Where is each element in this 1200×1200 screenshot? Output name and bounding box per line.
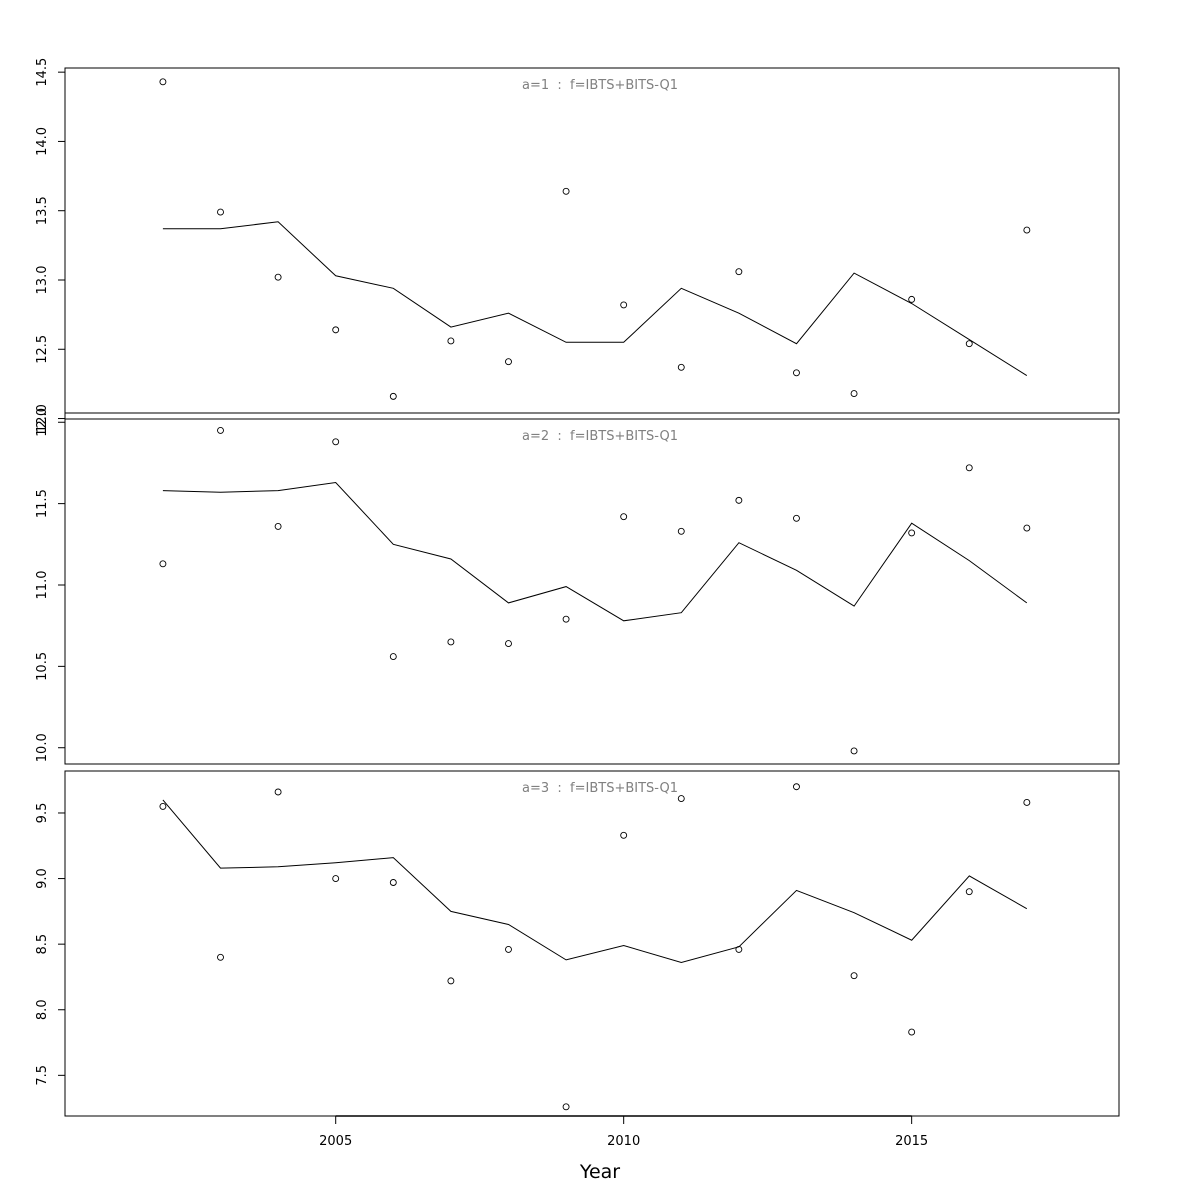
panel-3: 7.5 8.0 8.5 9.0 9.5 a=3 : f=IBTS+BITS-Q1	[35, 770, 1120, 1117]
panel-2: 10.0 10.5 11.0 11.5 12.0 a=2 : f=IBTS+BITS-Q1	[35, 408, 1120, 765]
observed-point	[965, 888, 973, 896]
observed-point	[1023, 226, 1031, 234]
y-tick-label: 12.0	[35, 408, 50, 437]
observed-point	[1023, 799, 1031, 806]
y-tick-label: 8.5	[35, 934, 50, 955]
observed-point	[908, 1028, 916, 1036]
panel-frame	[64, 67, 1120, 414]
y-tick-label: 13.5	[35, 196, 50, 225]
observed-point	[389, 653, 397, 661]
x-tick-label: 2015	[895, 1134, 928, 1149]
observed-point	[217, 208, 224, 216]
x-tick-label: 2005	[319, 1134, 352, 1149]
observed-point	[850, 747, 858, 755]
observed-point	[735, 268, 743, 276]
fitted-line	[162, 799, 1028, 964]
panel-title: a=3 : f=IBTS+BITS-Q1	[522, 781, 678, 796]
y-axis: 10.0 10.5 11.0 11.5 12.0	[35, 408, 66, 762]
x-tick-label: 2010	[607, 1134, 640, 1149]
observed-point	[217, 953, 224, 961]
observed-point	[677, 363, 685, 371]
observed-point	[332, 438, 340, 446]
y-tick-label: 12.5	[35, 335, 50, 364]
observed-point	[159, 560, 167, 568]
observed-point	[735, 496, 743, 504]
observed-point	[793, 783, 800, 791]
observed-point	[735, 945, 743, 953]
panel-title: a=1 : f=IBTS+BITS-Q1	[522, 78, 678, 93]
observed-point	[908, 295, 916, 303]
observed-point	[159, 802, 167, 810]
y-axis: 7.5 8.0 8.5 9.0 9.5	[35, 803, 66, 1086]
observed-point	[793, 514, 800, 522]
observed-point	[965, 464, 973, 472]
observed-point	[332, 875, 340, 883]
observed-point	[505, 358, 512, 366]
y-tick-label: 11.5	[35, 489, 50, 518]
y-tick-label: 14.0	[35, 127, 50, 156]
observed-point	[217, 426, 224, 434]
fitted-line	[162, 221, 1028, 377]
panel-frame	[64, 770, 1120, 1117]
observed-point	[447, 977, 455, 985]
panel-frame	[64, 418, 1120, 765]
observed-point	[274, 522, 282, 530]
observed-point	[505, 945, 512, 953]
observed-point	[447, 337, 455, 345]
y-axis: 12.0 12.5 13.0 13.5 14.0 14.5	[35, 58, 66, 433]
observed-point	[389, 879, 397, 886]
observed-point	[620, 831, 628, 839]
observed-point	[965, 340, 973, 348]
x-axis: 2005 2010 2015	[319, 1115, 928, 1149]
observed-point	[274, 788, 282, 796]
observed-point	[850, 972, 858, 980]
observed-point	[677, 527, 685, 535]
y-tick-label: 11.0	[35, 571, 50, 600]
y-tick-label: 7.5	[35, 1065, 50, 1086]
observed-point	[505, 640, 512, 648]
observed-point	[793, 369, 800, 377]
panels-group: 12.0 12.5 13.0 13.5 14.0 14.5 a=1 : f=IBTS+BIT…	[35, 58, 1120, 1117]
observed-point	[332, 326, 340, 334]
observed-point	[850, 390, 858, 398]
observed-point	[908, 529, 916, 537]
panel-title: a=2 : f=IBTS+BITS-Q1	[522, 429, 678, 444]
observed-point	[1023, 524, 1031, 532]
observed-point	[159, 78, 167, 86]
y-tick-label: 14.5	[35, 58, 50, 87]
observed-point	[562, 615, 570, 623]
observed-point	[620, 513, 628, 521]
observed-point	[677, 795, 685, 802]
y-tick-label: 10.0	[35, 733, 50, 762]
observed-point	[620, 301, 628, 309]
panel-1: 12.0 12.5 13.0 13.5 14.0 14.5 a=1 : f=IBTS+BIT…	[35, 58, 1120, 433]
observed-point	[274, 273, 282, 281]
observed-point	[389, 392, 397, 400]
y-tick-label: 12.0	[35, 404, 50, 433]
y-tick-label: 13.0	[35, 266, 50, 295]
fitted-line	[162, 481, 1028, 622]
y-tick-label: 9.5	[35, 803, 50, 824]
observed-point	[447, 638, 455, 646]
y-tick-label: 10.5	[35, 652, 50, 681]
y-tick-label: 8.0	[35, 999, 50, 1020]
x-axis-title: Year	[579, 1161, 620, 1183]
observed-point	[562, 187, 570, 195]
observed-point	[562, 1103, 570, 1111]
y-tick-label: 9.0	[35, 868, 50, 889]
